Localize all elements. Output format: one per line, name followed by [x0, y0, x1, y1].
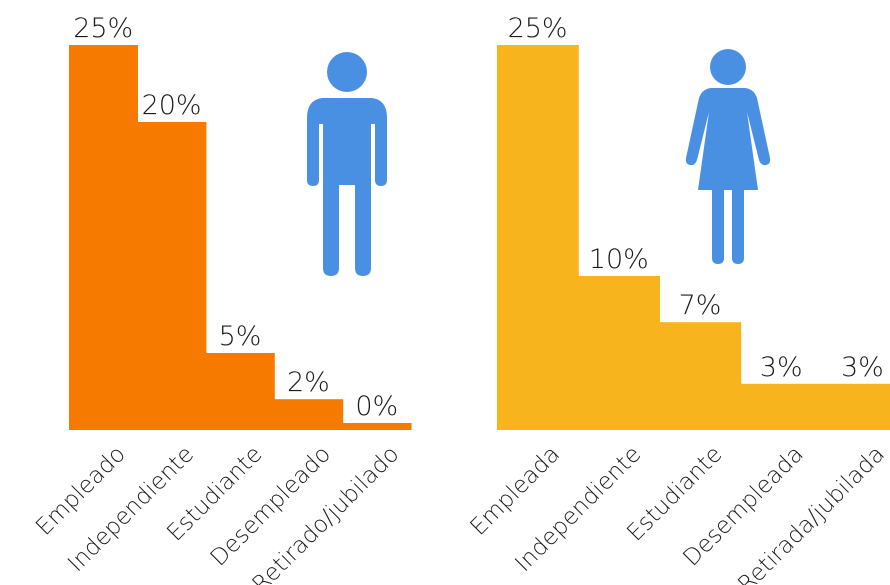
category-label-0-3: Desempleado [206, 441, 336, 571]
bar-0-1 [137, 122, 207, 430]
man-icon [307, 52, 387, 276]
value-label-1-1: 10% [589, 244, 649, 275]
category-label-0-1: Independiente [63, 441, 199, 577]
bar-0-2 [205, 353, 275, 430]
value-label-1-3: 3% [760, 352, 803, 383]
bar-1-1 [578, 276, 660, 430]
bar-1-4 [821, 383, 890, 430]
value-label-1-2: 7% [679, 290, 722, 321]
bar-0-4 [342, 423, 412, 430]
bar-0-0 [69, 45, 138, 430]
value-label-1-0: 25% [508, 13, 568, 44]
woman-icon [685, 49, 771, 264]
value-label-0-0: 25% [73, 13, 133, 44]
value-label-0-1: 20% [142, 90, 202, 121]
value-label-1-4: 3% [841, 352, 884, 383]
bar-1-3 [740, 383, 823, 430]
value-label-0-3: 2% [287, 367, 330, 398]
female-chart-panel: 25%Empleada10%Independiente7%Estudiante3… [466, 13, 890, 585]
bar-0-3 [274, 399, 344, 430]
bar-1-2 [659, 322, 742, 430]
value-label-0-4: 0% [355, 391, 398, 422]
category-label-1-4: Retirada/jubilada [733, 441, 890, 585]
value-label-0-2: 5% [219, 321, 262, 352]
bar-1-0 [497, 45, 579, 430]
